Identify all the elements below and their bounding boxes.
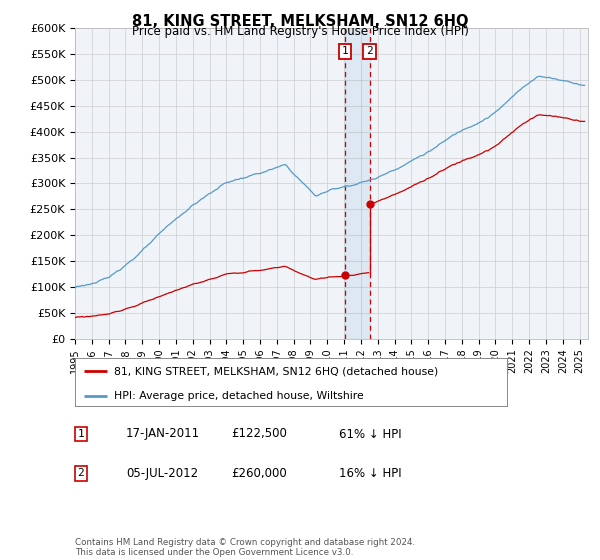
Text: 05-JUL-2012: 05-JUL-2012 — [126, 466, 198, 480]
Text: 81, KING STREET, MELKSHAM, SN12 6HQ: 81, KING STREET, MELKSHAM, SN12 6HQ — [132, 14, 468, 29]
Text: £260,000: £260,000 — [231, 466, 287, 480]
Text: 17-JAN-2011: 17-JAN-2011 — [126, 427, 200, 441]
Bar — [345, 28, 370, 339]
Text: 1: 1 — [77, 429, 85, 439]
Text: 2: 2 — [366, 46, 373, 57]
Text: 2: 2 — [77, 468, 85, 478]
Text: Contains HM Land Registry data © Crown copyright and database right 2024.
This d: Contains HM Land Registry data © Crown c… — [75, 538, 415, 557]
Text: 61% ↓ HPI: 61% ↓ HPI — [339, 427, 401, 441]
Text: 1: 1 — [341, 46, 348, 57]
Text: 81, KING STREET, MELKSHAM, SN12 6HQ (detached house): 81, KING STREET, MELKSHAM, SN12 6HQ (det… — [114, 366, 438, 376]
Text: 16% ↓ HPI: 16% ↓ HPI — [339, 466, 401, 480]
Text: £122,500: £122,500 — [231, 427, 287, 441]
Text: HPI: Average price, detached house, Wiltshire: HPI: Average price, detached house, Wilt… — [114, 390, 364, 400]
Text: Price paid vs. HM Land Registry's House Price Index (HPI): Price paid vs. HM Land Registry's House … — [131, 25, 469, 38]
